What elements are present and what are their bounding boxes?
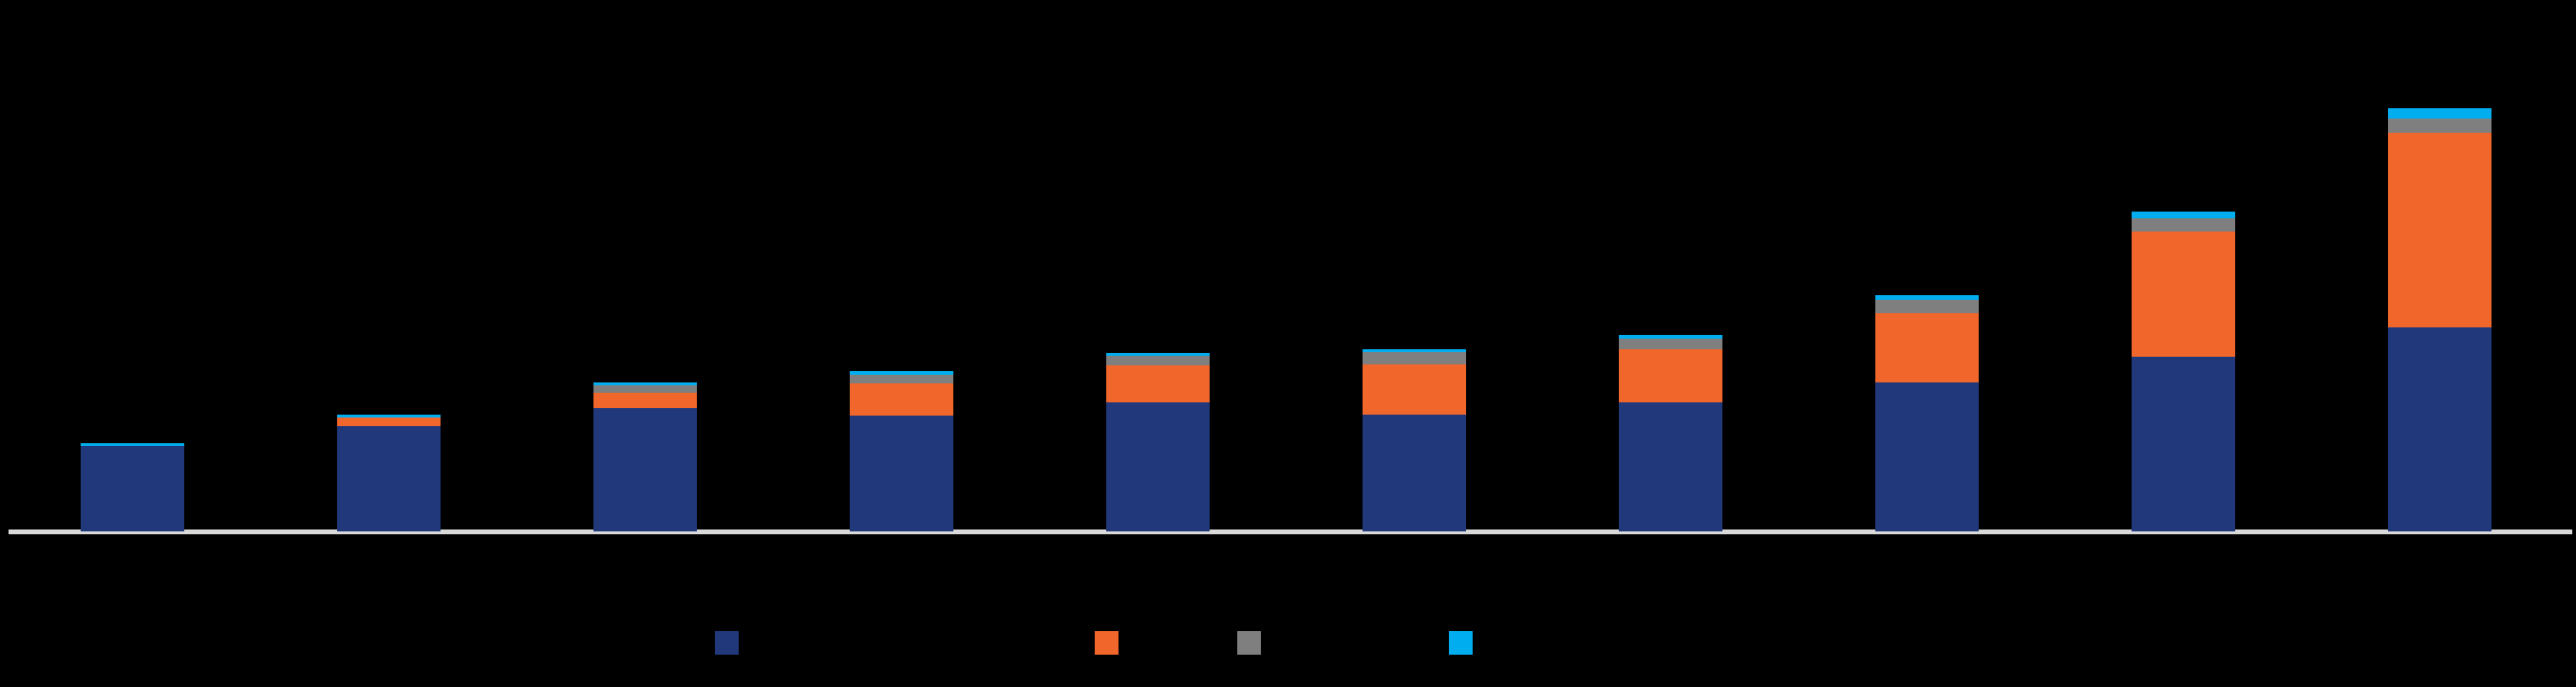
bar-7-segment-series-1-navy xyxy=(1619,402,1722,531)
bar-6-segment-series-1-navy xyxy=(1363,415,1466,531)
bar-1-segment-series-1-navy xyxy=(81,446,184,531)
bar-9-segment-series-2-orange xyxy=(2132,232,2235,357)
bar-7-segment-series-3-gray xyxy=(1619,339,1722,349)
bar-4-segment-series-3-gray xyxy=(850,375,953,383)
bar-10-segment-series-4-cyan xyxy=(2388,108,2491,119)
bar-6-segment-series-4-cyan xyxy=(1363,349,1466,352)
bar-10-segment-series-2-orange xyxy=(2388,133,2491,327)
bar-2-segment-series-2-orange xyxy=(337,418,441,426)
x-axis-line xyxy=(9,529,2572,534)
bar-5-segment-series-4-cyan xyxy=(1106,353,1210,356)
bar-8-segment-series-4-cyan xyxy=(1875,295,1979,300)
bar-8-segment-series-1-navy xyxy=(1875,382,1979,531)
bar-2-segment-series-1-navy xyxy=(337,426,441,531)
bar-9-segment-series-3-gray xyxy=(2132,218,2235,232)
bar-3-segment-series-3-gray xyxy=(593,385,697,393)
bar-8-segment-series-3-gray xyxy=(1875,300,1979,313)
bar-3-segment-series-4-cyan xyxy=(593,382,697,385)
legend-swatch-series-2-orange xyxy=(1095,631,1119,655)
legend-swatch-series-3-gray xyxy=(1237,631,1261,655)
bar-3-segment-series-1-navy xyxy=(593,408,697,531)
bar-6-segment-series-2-orange xyxy=(1363,364,1466,415)
bar-9-segment-series-1-navy xyxy=(2132,357,2235,531)
bar-3-segment-series-2-orange xyxy=(593,393,697,408)
bar-7-segment-series-2-orange xyxy=(1619,349,1722,402)
legend-swatch-series-1-navy xyxy=(715,631,739,655)
bar-10-segment-series-3-gray xyxy=(2388,119,2491,133)
bar-5-segment-series-1-navy xyxy=(1106,402,1210,531)
bar-6-segment-series-3-gray xyxy=(1363,352,1466,364)
legend-swatch-series-4-cyan xyxy=(1449,631,1473,655)
bar-10-segment-series-1-navy xyxy=(2388,327,2491,531)
bar-9-segment-series-4-cyan xyxy=(2132,212,2235,218)
bar-7-segment-series-4-cyan xyxy=(1619,335,1722,339)
bar-5-segment-series-2-orange xyxy=(1106,365,1210,402)
bar-4-segment-series-2-orange xyxy=(850,383,953,416)
bar-8-segment-series-2-orange xyxy=(1875,313,1979,382)
bar-5-segment-series-3-gray xyxy=(1106,356,1210,365)
bar-1-segment-series-4-cyan xyxy=(81,443,184,446)
bar-2-segment-series-4-cyan xyxy=(337,415,441,418)
bar-4-segment-series-1-navy xyxy=(850,416,953,531)
bar-4-segment-series-4-cyan xyxy=(850,371,953,375)
